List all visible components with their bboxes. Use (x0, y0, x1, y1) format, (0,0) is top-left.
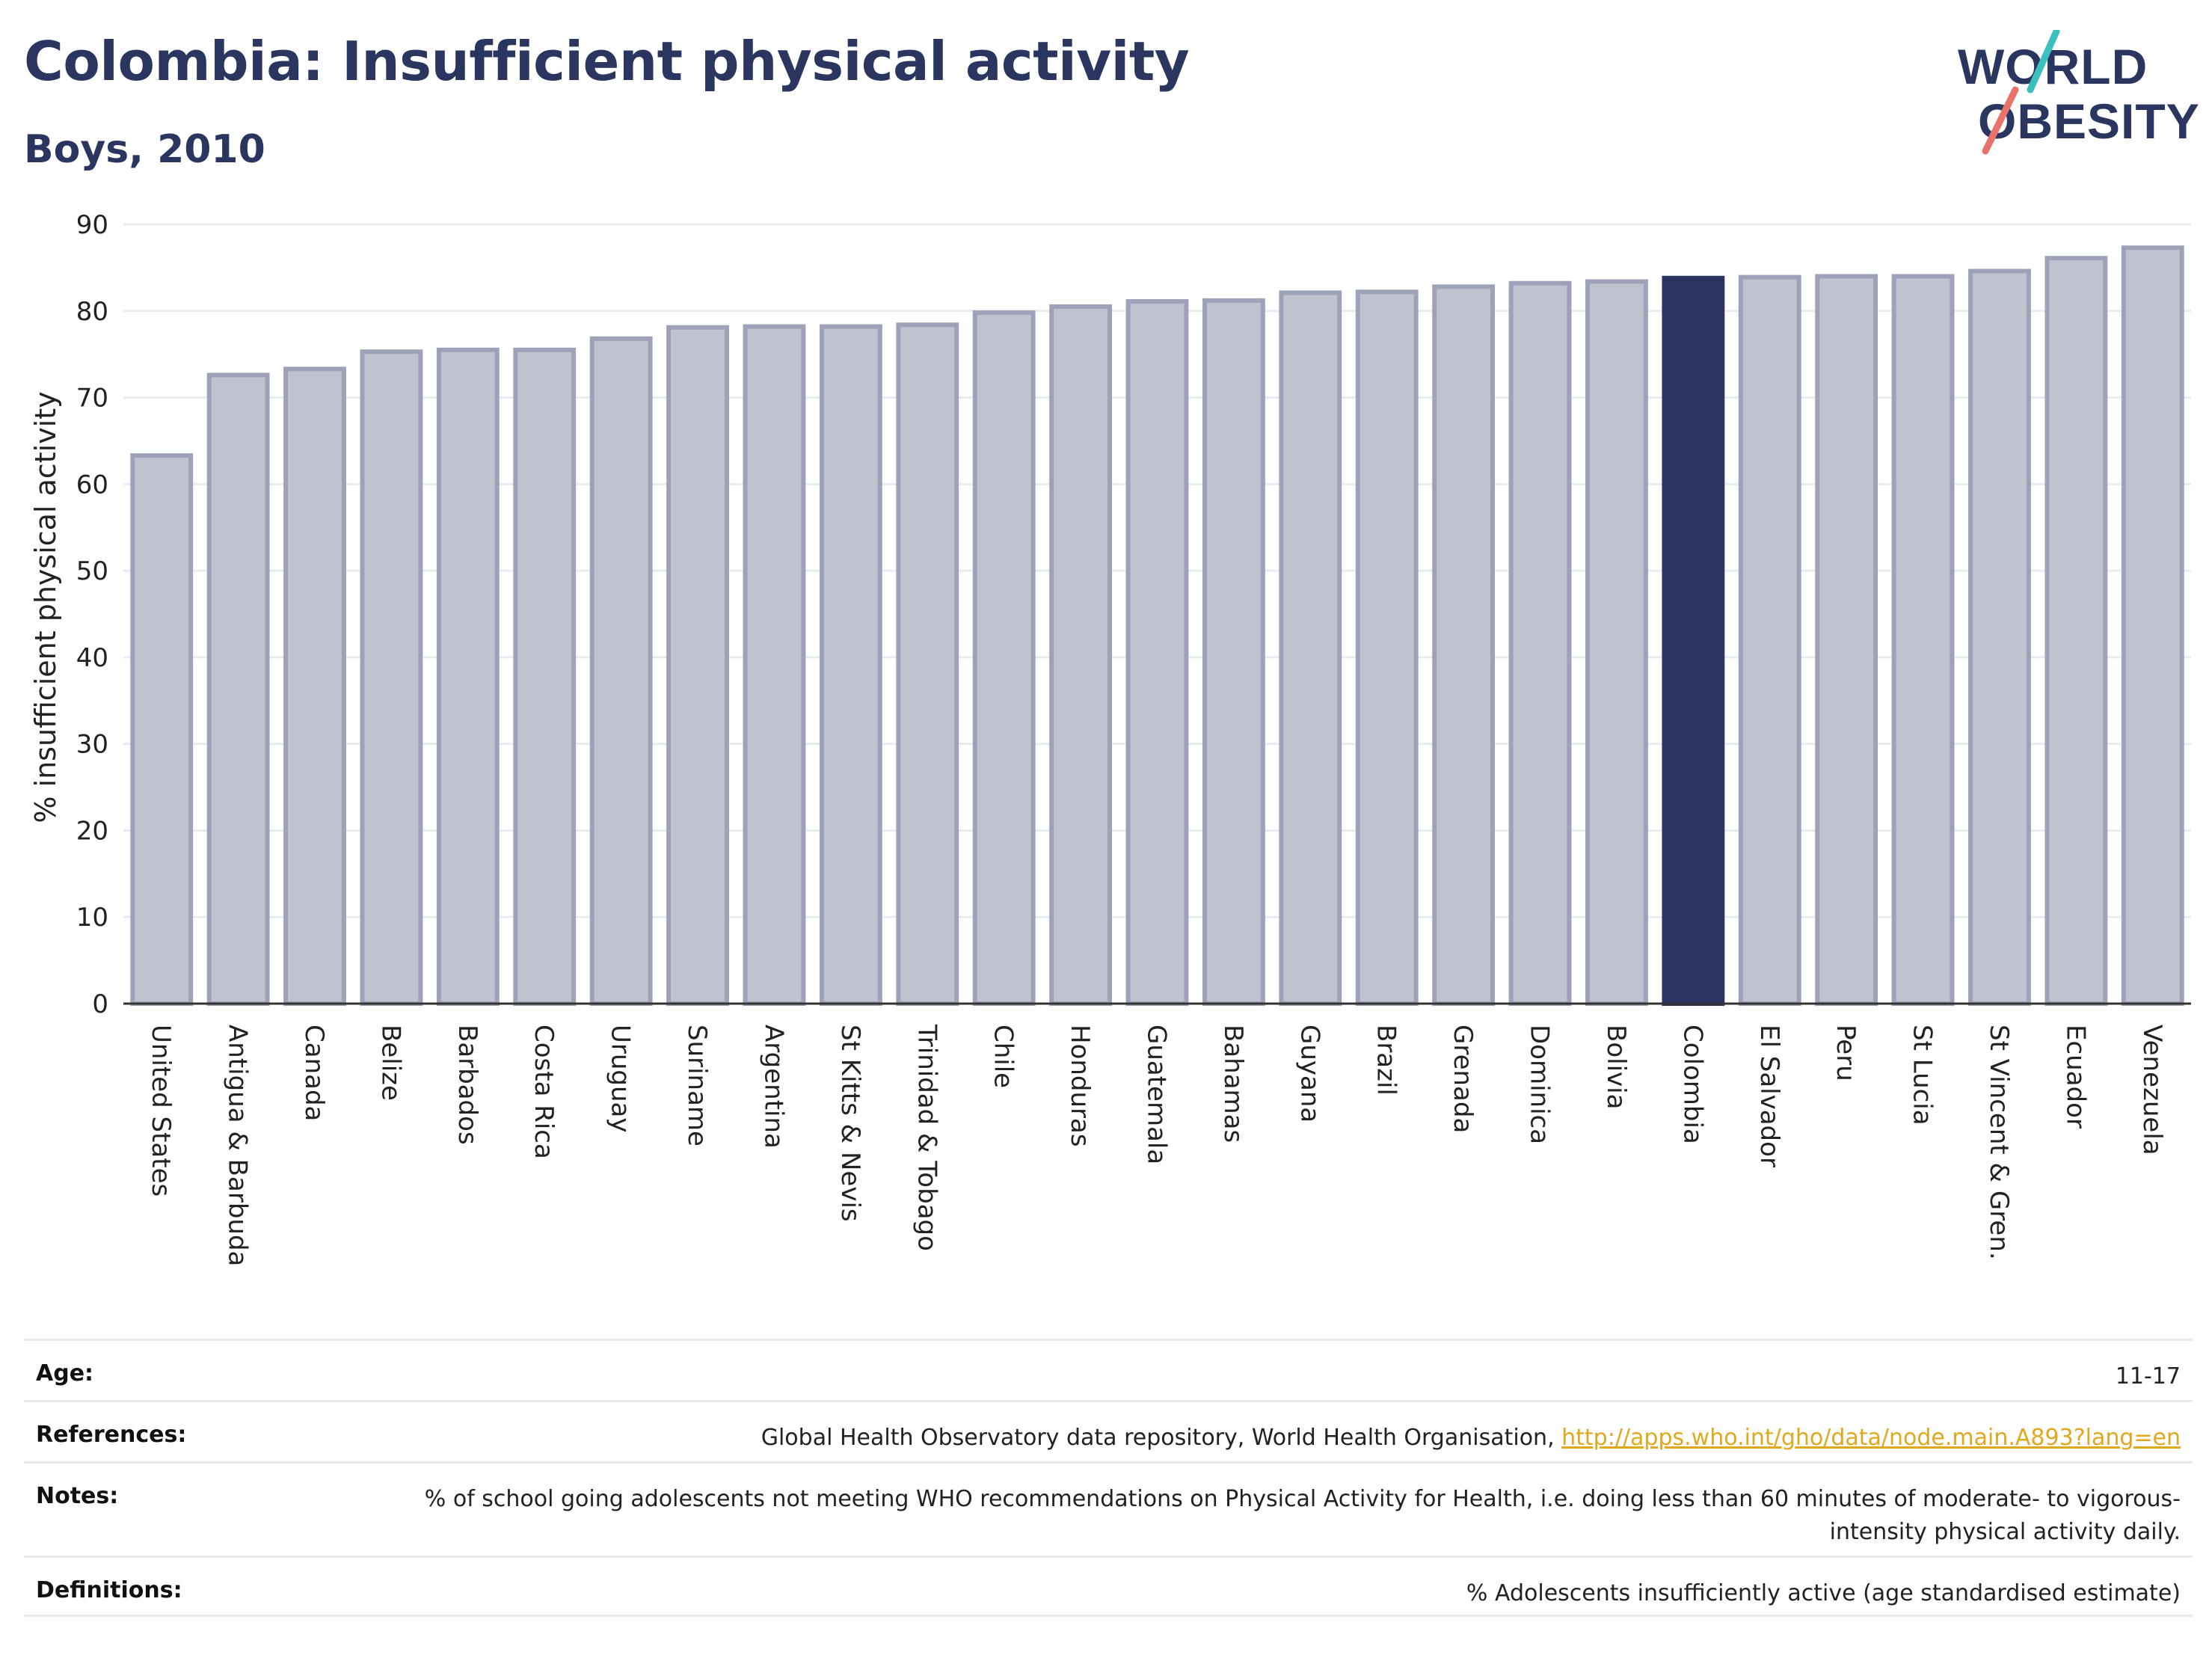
y-tick-label: 40 (76, 643, 108, 673)
x-tick-label: Grenada (1448, 1025, 1478, 1133)
x-tick-label: Ecuador (2060, 1025, 2090, 1129)
x-tick-label: El Salvador (1754, 1025, 1784, 1167)
notes-label: Notes: (36, 1483, 119, 1509)
x-tick-label: Belize (375, 1025, 405, 1101)
y-tick-label: 10 (76, 903, 108, 933)
bar-chart: 0 10 20 30 40 50 60 70 80 90 United States Antigua… (29, 210, 2191, 1266)
bar-belize (360, 349, 423, 1006)
x-tick-label: Bahamas (1218, 1025, 1248, 1143)
bar-brazil (1355, 289, 1419, 1007)
age-value: 11-17 (2115, 1363, 2181, 1390)
y-tick-label: 0 (92, 989, 108, 1019)
references-text: Global Health Observatory data repositor… (761, 1425, 1562, 1451)
x-tick-label: St Lucia (1908, 1025, 1938, 1126)
x-tick-label: Dominica (1525, 1025, 1555, 1144)
bar-chile (972, 310, 1036, 1006)
y-tick-label: 20 (76, 816, 108, 846)
notes-value: % of school going adolescents not meetin… (424, 1486, 2181, 1545)
bars (130, 245, 2184, 1007)
x-tick-label: Peru (1831, 1025, 1861, 1081)
x-tick-label: Brazil (1371, 1025, 1401, 1096)
y-axis-ticks: 0 10 20 30 40 50 60 70 80 90 (76, 210, 108, 1019)
bar-grenada (1432, 284, 1496, 1006)
x-tick-label: Antigua & Barbuda (223, 1025, 253, 1266)
bar-peru (1815, 274, 1878, 1006)
definitions-label: Definitions: (36, 1577, 182, 1603)
x-tick-label: Argentina (758, 1025, 788, 1149)
references-link[interactable]: http://apps.who.int/gho/data/node.main.A… (1561, 1425, 2181, 1451)
y-tick-label: 50 (76, 556, 108, 586)
x-axis-labels: United States Antigua & Barbuda Canada Beli… (146, 1024, 2167, 1266)
bar-guatemala (1125, 299, 1189, 1006)
bar-bolivia (1585, 279, 1648, 1006)
bar-honduras (1049, 304, 1113, 1006)
logo-slash-coral (1982, 86, 2019, 155)
x-tick-label: Barbados (452, 1025, 482, 1145)
definitions-row: Definitions: % Adolescents insufficientl… (24, 1556, 2193, 1617)
y-tick-label: 30 (76, 730, 108, 760)
x-tick-label: St Vincent & Gren. (1984, 1025, 2014, 1260)
y-tick-label: 70 (76, 384, 108, 414)
bar-antigua-barbuda (206, 372, 270, 1007)
x-tick-label: Uruguay (606, 1025, 636, 1133)
bar-canada (283, 366, 346, 1006)
x-tick-label: Suriname (682, 1025, 712, 1146)
bar-venezuela (2121, 245, 2184, 1006)
x-tick-label: Guatemala (1142, 1025, 1172, 1164)
references-value: Global Health Observatory data repositor… (761, 1422, 2181, 1455)
bar-st-lucia (1891, 274, 1955, 1006)
y-tick-label: 80 (76, 297, 108, 327)
bar-uruguay (589, 336, 653, 1006)
notes-row: Notes: % of school going adolescents not… (24, 1461, 2193, 1556)
page-title: Colombia: Insufficient physical activity (24, 30, 1190, 93)
references-label: References: (36, 1422, 187, 1448)
bar-argentina (743, 324, 806, 1006)
age-label: Age: (36, 1360, 94, 1387)
x-tick-label: Venezuela (2137, 1025, 2167, 1155)
x-tick-label: Chile (989, 1025, 1019, 1088)
bar-st-vincent-gren- (1968, 268, 2031, 1006)
age-row: Age: 11-17 (24, 1339, 2193, 1400)
bar-suriname (666, 325, 729, 1006)
y-axis-label: % insufficient physical activity (29, 391, 62, 823)
x-tick-label: Guyana (1294, 1025, 1324, 1123)
bar-united-states (130, 453, 194, 1006)
bar-dominica (1508, 280, 1572, 1006)
bar-st-kitts-nevis (819, 324, 882, 1006)
y-tick-label: 60 (76, 470, 108, 500)
x-tick-label: Canada (299, 1025, 329, 1121)
world-obesity-logo: WORLD OBESITY (1958, 30, 2199, 155)
x-tick-label: Colombia (1677, 1025, 1707, 1144)
bar-trinidad-tobago (896, 322, 959, 1006)
x-tick-label: St Kitts & Nevis (835, 1025, 865, 1222)
bar-guyana (1279, 290, 1342, 1007)
logo-slash-teal (2027, 30, 2060, 93)
x-tick-label: United States (146, 1025, 176, 1197)
x-tick-label: Honduras (1065, 1025, 1095, 1147)
logo-line-2: OBESITY (1978, 93, 2199, 149)
bar-colombia (1662, 275, 1725, 1006)
bar-barbados (436, 347, 500, 1006)
x-tick-label: Trinidad & Tobago (912, 1024, 941, 1251)
bar-ecuador (2044, 256, 2108, 1006)
bar-el-salvador (1738, 274, 1801, 1006)
y-tick-label: 90 (76, 210, 108, 240)
bar-bahamas (1202, 298, 1265, 1006)
bar-costa-rica (513, 347, 577, 1006)
page-subtitle: Boys, 2010 (24, 127, 265, 172)
x-tick-label: Costa Rica (529, 1025, 559, 1159)
definitions-value: % Adolescents insufficiently active (age… (1466, 1580, 2181, 1606)
references-row: References: Global Health Observatory da… (24, 1400, 2193, 1461)
x-tick-label: Bolivia (1601, 1025, 1631, 1109)
info-table: Age: 11-17 References: Global Health Obs… (24, 1339, 2193, 1617)
